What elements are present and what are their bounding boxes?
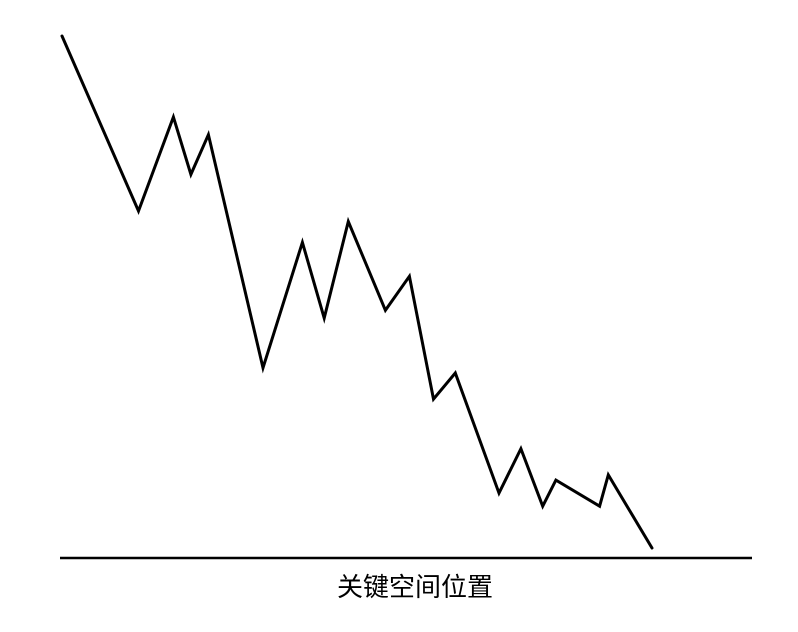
series-layer [60, 34, 654, 550]
series-line [60, 34, 654, 550]
x-axis-label: 关键空间位置 [337, 573, 493, 603]
